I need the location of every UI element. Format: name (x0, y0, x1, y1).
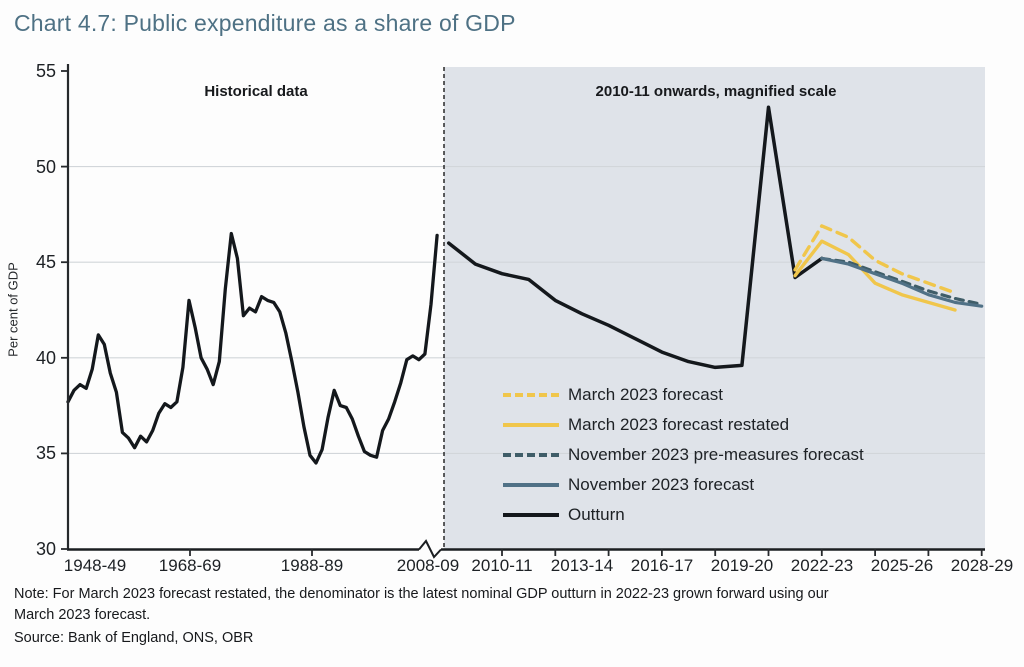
magnified-panel-background (444, 67, 985, 549)
y-tick-label-35: 35 (35, 443, 56, 464)
y-tick-label-45: 45 (35, 252, 56, 273)
legend-swatch-march-2023-forecast (503, 393, 559, 397)
y-tick-label-50: 50 (35, 156, 56, 177)
series-lines (66, 105, 984, 465)
note-text-line1: Note: For March 2023 forecast restated, … (14, 586, 829, 602)
x-tick-label-2025-26: 2025-26 (870, 556, 934, 575)
x-tick-label-2019-20: 2019-20 (710, 556, 774, 575)
legend-row-november-2023-forecast: November 2023 forecast (503, 470, 864, 500)
legend-row-outturn: Outturn (503, 500, 864, 530)
series-line-november-2023-pre-measures-forecast (820, 256, 984, 306)
historical-panel-label: Historical data (204, 83, 308, 100)
legend-label: March 2023 forecast restated (568, 415, 790, 434)
y-tick-label-40: 40 (35, 347, 56, 368)
legend: March 2023 forecast March 2023 forecast … (503, 380, 864, 530)
legend-swatch-november-2023-forecast (503, 483, 559, 487)
y-tick-label-55: 55 (35, 61, 56, 81)
x-tick-label-1968-69: 1968-69 (158, 556, 222, 575)
legend-label: November 2023 forecast (568, 475, 755, 494)
series-line-outturn-historical (66, 231, 439, 465)
legend-swatch-november-2023-pre-measures-forecast (503, 453, 559, 457)
x-tick-label-2016-17: 2016-17 (630, 556, 694, 575)
legend-label: March 2023 forecast (568, 385, 723, 404)
x-tick-label-1948-49: 1948-49 (63, 556, 127, 575)
note-text-line2: March 2023 forecast. (14, 607, 151, 623)
series-line-outturn-magnified (446, 105, 824, 370)
legend-row-november-2023-pre-measures-forecast: November 2023 pre-measures forecast (503, 440, 864, 470)
series-line-march-2023-forecast-restated (793, 239, 957, 312)
page-title: Chart 4.7: Public expenditure as a share… (14, 10, 516, 36)
series-line-november-2023-forecast (820, 256, 984, 308)
x-tick-label-2028-29: 2028-29 (950, 556, 1014, 575)
source-text: Source: Bank of England, ONS, OBR (14, 630, 254, 646)
x-tick-label-2008-09: 2008-09 (396, 556, 460, 575)
magnified-panel-label: 2010-11 onwards, magnified scale (595, 83, 837, 100)
series-line-march-2023-forecast (793, 224, 957, 295)
x-tick-label-1988-89: 1988-89 (280, 556, 344, 575)
legend-row-march-2023-forecast: March 2023 forecast (503, 380, 864, 410)
axis-ticks (61, 70, 983, 556)
legend-swatch-march-2023-forecast-restated (503, 423, 559, 427)
legend-label: Outturn (568, 505, 625, 524)
x-tick-label-2013-14: 2013-14 (550, 556, 614, 575)
legend-label: November 2023 pre-measures forecast (568, 445, 864, 464)
legend-swatch-outturn (503, 513, 559, 517)
x-tick-label-2010-11: 2010-11 (471, 556, 533, 575)
axis-break-squiggle-icon (418, 539, 442, 559)
x-tick-label-2022-23: 2022-23 (790, 556, 854, 575)
legend-row-march-2023-forecast-restated: March 2023 forecast restated (503, 410, 864, 440)
y-tick-label-30: 30 (35, 539, 56, 559)
